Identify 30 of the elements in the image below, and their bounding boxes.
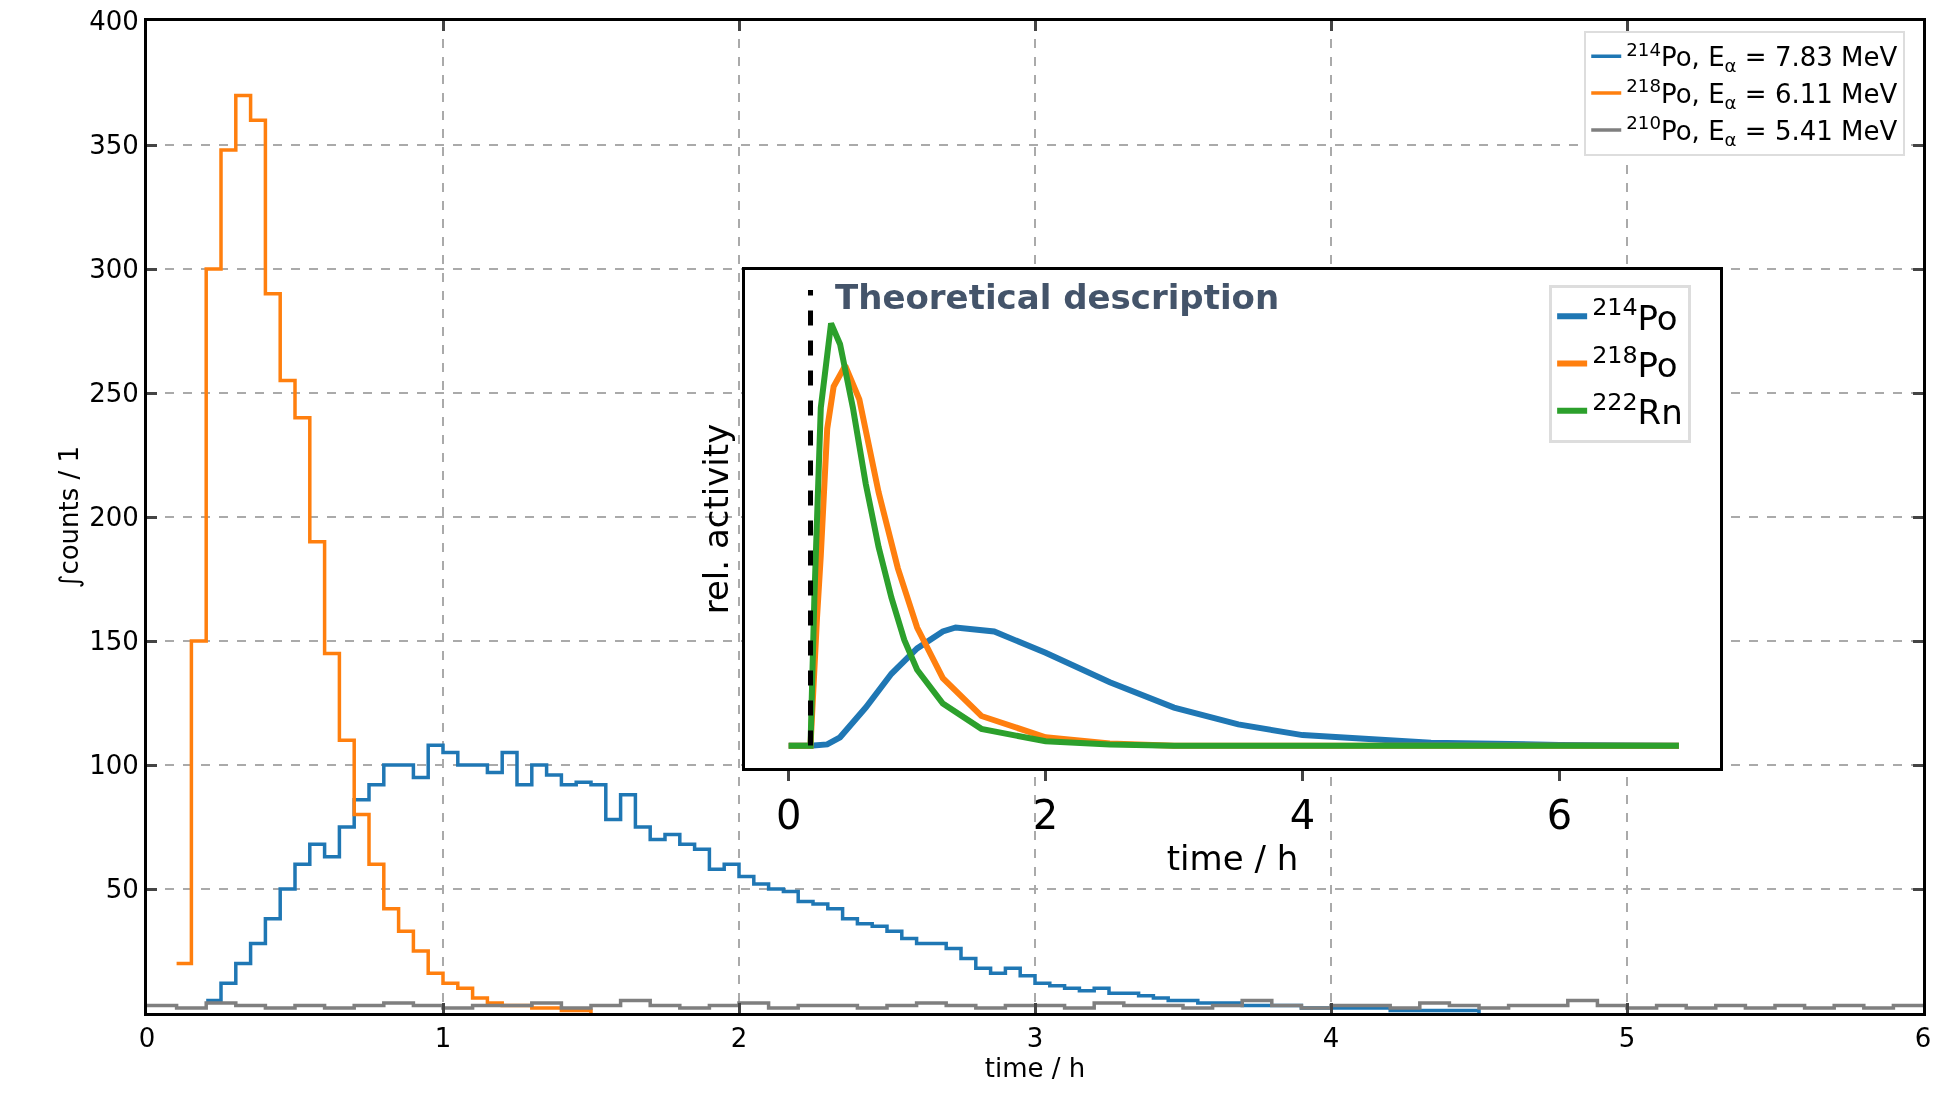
x-tick-label: 5 xyxy=(1618,1023,1636,1054)
y-tick-label: 50 xyxy=(105,874,139,905)
x-axis-title: time / h xyxy=(984,1053,1086,1084)
x-tick-label: 1 xyxy=(434,1023,452,1054)
y-axis-title: rel. activity xyxy=(695,423,736,615)
legend-label: $^{210}$Po, E$_{α}$ = 5.41 MeV xyxy=(1626,112,1898,150)
y-tick-label: 400 xyxy=(89,6,139,37)
x-tick-label: 6 xyxy=(1914,1023,1932,1054)
x-tick-label: 2 xyxy=(1032,792,1059,838)
legend-label: $^{214}$Po, E$_{α}$ = 7.83 MeV xyxy=(1626,38,1898,76)
y-tick-label: 200 xyxy=(89,502,139,533)
y-tick-label: 150 xyxy=(89,626,139,657)
y-tick-label: 350 xyxy=(89,130,139,161)
x-tick-label: 6 xyxy=(1546,792,1573,838)
x-tick-label: 0 xyxy=(775,792,802,838)
legend-label: $^{218}$Po, E$_{α}$ = 6.11 MeV xyxy=(1626,75,1898,113)
x-tick-label: 3 xyxy=(1026,1023,1044,1054)
annotation: Theoretical description xyxy=(835,277,1280,317)
x-tick-label: 0 xyxy=(138,1023,156,1054)
x-tick-label: 4 xyxy=(1289,792,1316,838)
legend-label: $^{214}$Po xyxy=(1592,293,1678,338)
legend-label: $^{222}$Rn xyxy=(1592,387,1683,432)
x-axis-title: time / h xyxy=(1166,838,1299,878)
y-tick-label: 300 xyxy=(89,254,139,285)
y-tick-label: 100 xyxy=(89,750,139,781)
legend-label: $^{218}$Po xyxy=(1592,340,1678,385)
x-tick-label: 2 xyxy=(730,1023,748,1054)
y-tick-label: 250 xyxy=(89,378,139,409)
y-axis-title: ∫counts / 1 xyxy=(53,445,84,589)
x-tick-label: 4 xyxy=(1322,1023,1340,1054)
